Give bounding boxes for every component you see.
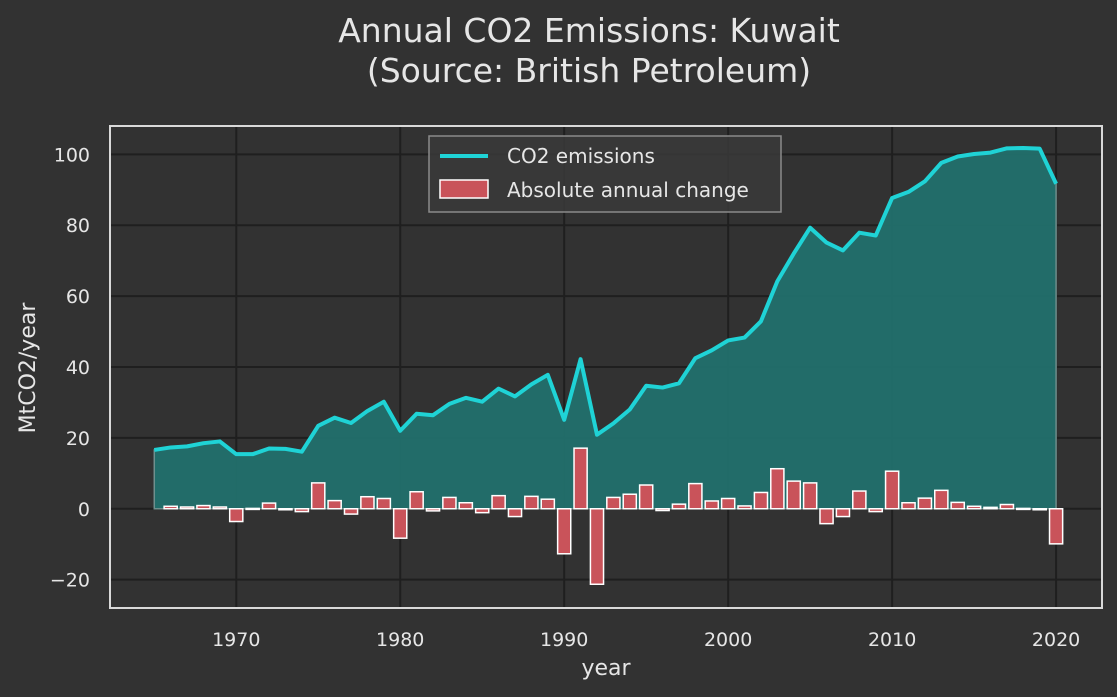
change-bar: [327, 499, 342, 510]
change-bar: [638, 484, 654, 510]
x-tick-label: 2020: [1032, 629, 1080, 651]
change-bar: [622, 493, 638, 510]
change-bar: [786, 480, 802, 510]
change-bar: [966, 505, 982, 510]
change-bar: [392, 508, 408, 539]
change-bar: [589, 508, 605, 586]
change-bar: [671, 503, 687, 510]
change-bar: [835, 508, 851, 518]
change-bar: [507, 508, 523, 518]
change-bar: [655, 508, 670, 512]
change-bar: [360, 495, 375, 510]
change-bar: [524, 495, 539, 510]
change-bar: [228, 508, 244, 523]
change-bar: [474, 508, 490, 514]
annual-change-bars: [163, 447, 1064, 586]
change-bar: [425, 508, 441, 512]
change-bar: [737, 505, 752, 510]
emissions-line: [153, 145, 1058, 457]
x-tick-label: 1970: [212, 629, 260, 651]
y-tick-label: 100: [54, 144, 90, 166]
x-tick-label: 1990: [540, 629, 588, 651]
chart-subtitle: (Source: British Petroleum): [367, 51, 811, 90]
y-tick-label: −20: [50, 570, 90, 592]
y-tick-label: 20: [66, 428, 90, 450]
tick-labels: 1970 1980 1990 2000 2010 2020 −20 0 20 40 60 80 100: [50, 144, 1080, 651]
change-bar: [278, 508, 293, 511]
change-bar: [802, 482, 818, 510]
change-bar: [884, 470, 900, 510]
y-axis-label: MtCO2/year: [16, 302, 41, 434]
change-bar: [409, 491, 424, 510]
change-bar: [606, 496, 621, 510]
change-bar: [556, 508, 572, 555]
change-bar: [720, 497, 736, 510]
change-bar: [376, 497, 392, 510]
change-bar: [819, 508, 834, 525]
change-bar: [934, 489, 949, 510]
change-bar: [704, 500, 720, 510]
legend-label-emissions: CO2 emissions: [507, 144, 655, 168]
change-bar: [458, 501, 474, 510]
x-tick-label: 2000: [704, 629, 752, 651]
x-axis-label: year: [581, 656, 631, 681]
x-tick-label: 2010: [868, 629, 916, 651]
plot-frame: [109, 125, 1103, 609]
legend-label-change: Absolute annual change: [507, 178, 749, 202]
x-tick-label: 1980: [376, 629, 424, 651]
legend-bar-swatch: [439, 179, 489, 199]
change-bar: [261, 502, 277, 510]
change-bar: [688, 482, 703, 510]
change-bar: [950, 501, 966, 510]
y-tick-label: 80: [66, 215, 90, 237]
change-bar: [1032, 508, 1048, 511]
change-bar: [294, 508, 310, 513]
change-bar: [770, 467, 785, 510]
change-bar: [868, 508, 884, 513]
change-bar: [852, 490, 867, 510]
change-bar: [540, 498, 556, 510]
change-bar: [901, 501, 916, 510]
change-bar: [163, 505, 178, 510]
emissions-line-group: [153, 145, 1058, 457]
change-bar: [1015, 507, 1031, 511]
change-bar: [917, 497, 933, 510]
change-bar: [179, 506, 195, 510]
change-bar: [245, 507, 260, 511]
y-tick-label: 0: [78, 499, 90, 521]
change-bar: [983, 506, 998, 510]
change-bar: [310, 482, 326, 510]
change-bar: [1048, 508, 1064, 545]
change-bar: [753, 491, 769, 510]
change-bar: [573, 447, 588, 510]
change-bar: [212, 506, 228, 510]
y-tick-label: 40: [66, 357, 90, 379]
change-bar: [999, 503, 1015, 510]
change-bar: [442, 496, 457, 510]
legend: CO2 emissions Absolute annual change: [428, 135, 782, 213]
change-bar: [491, 494, 506, 510]
legend-box: [428, 135, 782, 213]
change-bar: [196, 504, 211, 510]
chart-title: Annual CO2 Emissions: Kuwait: [338, 11, 840, 50]
change-bar: [343, 508, 359, 515]
y-tick-label: 60: [66, 286, 90, 308]
